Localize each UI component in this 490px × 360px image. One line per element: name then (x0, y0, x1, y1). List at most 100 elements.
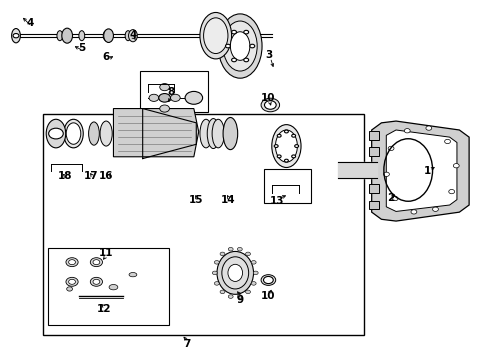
Circle shape (237, 295, 242, 298)
Text: 8: 8 (167, 87, 174, 98)
Text: 2: 2 (388, 193, 395, 203)
Ellipse shape (222, 257, 248, 289)
Ellipse shape (90, 258, 102, 267)
Ellipse shape (272, 125, 301, 167)
Ellipse shape (149, 94, 159, 102)
Ellipse shape (66, 258, 78, 267)
Circle shape (384, 172, 390, 176)
Ellipse shape (223, 21, 257, 71)
Ellipse shape (207, 118, 220, 149)
Text: 7: 7 (183, 339, 190, 349)
Text: 10: 10 (261, 93, 276, 103)
Ellipse shape (129, 273, 137, 277)
Text: 18: 18 (57, 171, 72, 181)
Ellipse shape (104, 29, 114, 42)
Circle shape (285, 159, 288, 162)
Circle shape (294, 145, 298, 148)
Circle shape (392, 197, 398, 201)
Circle shape (237, 247, 242, 251)
Text: 16: 16 (99, 171, 113, 181)
Circle shape (220, 252, 225, 256)
FancyBboxPatch shape (369, 131, 379, 140)
Circle shape (245, 290, 250, 294)
Bar (265, 169, 311, 203)
Circle shape (274, 145, 278, 148)
Ellipse shape (66, 277, 78, 286)
Polygon shape (114, 109, 199, 157)
Circle shape (453, 163, 459, 168)
Ellipse shape (230, 32, 250, 60)
Circle shape (13, 33, 19, 38)
Text: 10: 10 (261, 291, 276, 301)
Circle shape (232, 30, 237, 34)
Circle shape (49, 128, 63, 139)
Ellipse shape (212, 119, 224, 148)
Circle shape (228, 247, 233, 251)
Ellipse shape (46, 119, 66, 148)
Ellipse shape (64, 119, 83, 148)
Ellipse shape (200, 13, 232, 59)
Ellipse shape (109, 284, 118, 290)
Circle shape (220, 290, 225, 294)
Ellipse shape (160, 105, 170, 112)
Text: 1: 1 (424, 166, 431, 176)
Text: 9: 9 (237, 295, 244, 305)
Ellipse shape (171, 94, 180, 102)
Ellipse shape (217, 251, 253, 294)
Circle shape (93, 279, 100, 284)
Circle shape (265, 101, 276, 109)
Circle shape (215, 282, 219, 285)
FancyBboxPatch shape (369, 147, 379, 156)
Bar (48, 248, 170, 325)
Bar (140, 71, 208, 112)
Text: 13: 13 (270, 197, 284, 206)
Circle shape (433, 207, 439, 211)
Circle shape (444, 139, 450, 144)
Ellipse shape (89, 122, 99, 145)
Circle shape (292, 155, 295, 158)
Circle shape (250, 44, 255, 48)
Ellipse shape (79, 31, 85, 41)
Ellipse shape (12, 28, 21, 43)
Circle shape (253, 271, 258, 275)
Polygon shape (386, 130, 457, 211)
Text: 5: 5 (78, 43, 85, 53)
Circle shape (251, 261, 256, 264)
Text: 11: 11 (99, 248, 113, 258)
Polygon shape (372, 121, 469, 221)
Circle shape (404, 129, 410, 133)
Text: 6: 6 (102, 52, 110, 62)
Ellipse shape (223, 117, 238, 150)
Text: 3: 3 (266, 50, 273, 60)
Circle shape (244, 30, 248, 34)
Ellipse shape (200, 119, 212, 148)
Ellipse shape (261, 275, 276, 285)
Ellipse shape (67, 287, 73, 291)
Circle shape (251, 282, 256, 285)
Text: 15: 15 (189, 195, 203, 204)
Circle shape (225, 44, 230, 48)
Text: 4: 4 (129, 30, 137, 40)
Circle shape (212, 271, 217, 275)
Ellipse shape (128, 30, 137, 42)
Circle shape (244, 58, 248, 62)
Ellipse shape (57, 31, 63, 41)
Text: 4: 4 (27, 18, 34, 28)
Ellipse shape (66, 123, 81, 144)
Text: 14: 14 (220, 195, 235, 204)
Bar (43, 114, 365, 336)
Circle shape (245, 252, 250, 256)
Circle shape (232, 58, 237, 62)
Ellipse shape (125, 31, 131, 41)
Ellipse shape (275, 130, 297, 162)
Ellipse shape (160, 84, 170, 91)
Polygon shape (143, 109, 196, 158)
FancyBboxPatch shape (369, 184, 379, 193)
FancyBboxPatch shape (369, 201, 379, 209)
Ellipse shape (203, 18, 228, 54)
Ellipse shape (90, 277, 102, 286)
Circle shape (292, 134, 295, 137)
Circle shape (69, 279, 75, 284)
Circle shape (426, 126, 432, 130)
Circle shape (93, 260, 100, 265)
